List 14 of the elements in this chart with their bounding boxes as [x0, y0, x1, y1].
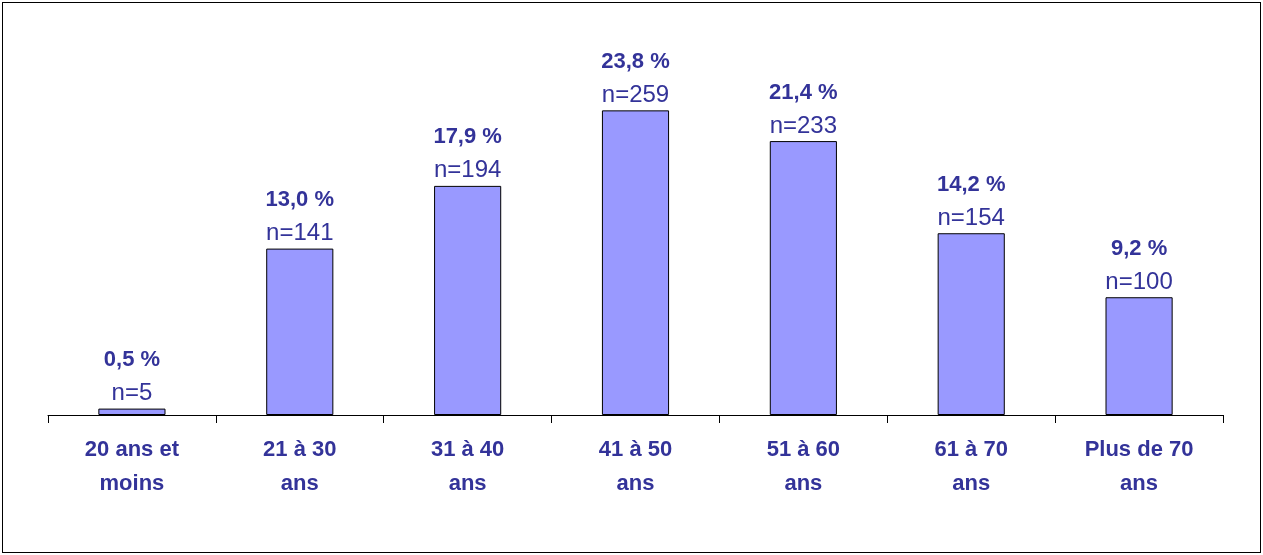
data-label: 14,2 % n=154	[936, 170, 1006, 230]
x-tick-label: 51 à 60 ans	[766, 435, 841, 495]
x-tick-label: 20 ans et moins	[84, 435, 180, 495]
data-label: 17,9 % n=194	[433, 123, 502, 183]
data-label: 23,8 % n=259	[601, 47, 670, 107]
x-tick-label: 61 à 70 ans	[934, 435, 1008, 495]
x-tick-label: 31 à 40 ans	[430, 435, 505, 495]
data-label: 13,0 % n=141	[265, 186, 335, 246]
x-tick-label: 41 à 50 ans	[598, 435, 673, 495]
data-label: 0,5 % n=5	[103, 346, 161, 406]
data-label: 9,2 % n=100	[1105, 234, 1173, 294]
x-tick-label: Plus de 70 ans	[1084, 435, 1194, 495]
x-tick-label: 21 à 30 ans	[263, 435, 337, 495]
data-label: 21,4 % n=233	[769, 78, 838, 138]
